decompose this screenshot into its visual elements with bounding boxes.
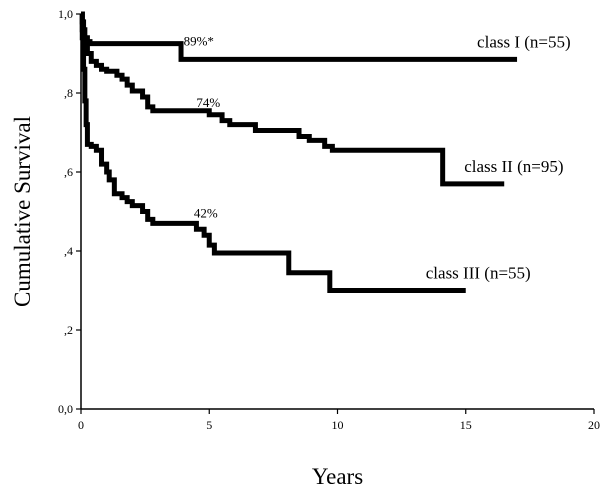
x-tick-label: 5 [206,418,212,432]
y-tick-label: ,8 [64,86,73,100]
y-tick-label: ,4 [64,244,73,258]
y-tick-label: 1,0 [58,7,73,21]
annotation-2: 74% [196,95,220,110]
y-axis-title: Cumulative Survival [10,116,35,307]
y-tick-label: 0,0 [58,402,73,416]
series-labels: class I (n=55) class II (n=95) class III (… [426,32,571,282]
series-lines [79,11,518,293]
series-label-2: class II (n=95) [464,157,563,176]
axes [80,14,594,410]
annotations: 89%* 74% 42% [184,34,221,221]
x-tick-label: 10 [332,418,344,432]
series-line-1 [79,11,518,62]
series-line-3 [79,11,466,293]
x-tick-label: 20 [588,418,600,432]
series-label-1: class I (n=55) [477,32,571,51]
x-tick-label: 0 [78,418,84,432]
series-line-2 [79,11,505,187]
x-tick-label: 15 [460,418,472,432]
series-label-3: class III (n=55) [426,264,531,283]
annotation-1: 89%* [184,34,214,49]
annotation-3: 42% [194,205,218,220]
y-tick-label: ,2 [64,323,73,337]
y-tick-label: ,6 [64,165,73,179]
ticks: 0 5 10 15 20 0,0 ,2 ,4 ,6 ,8 1,0 [58,7,600,432]
x-axis-title: Years [312,464,363,489]
